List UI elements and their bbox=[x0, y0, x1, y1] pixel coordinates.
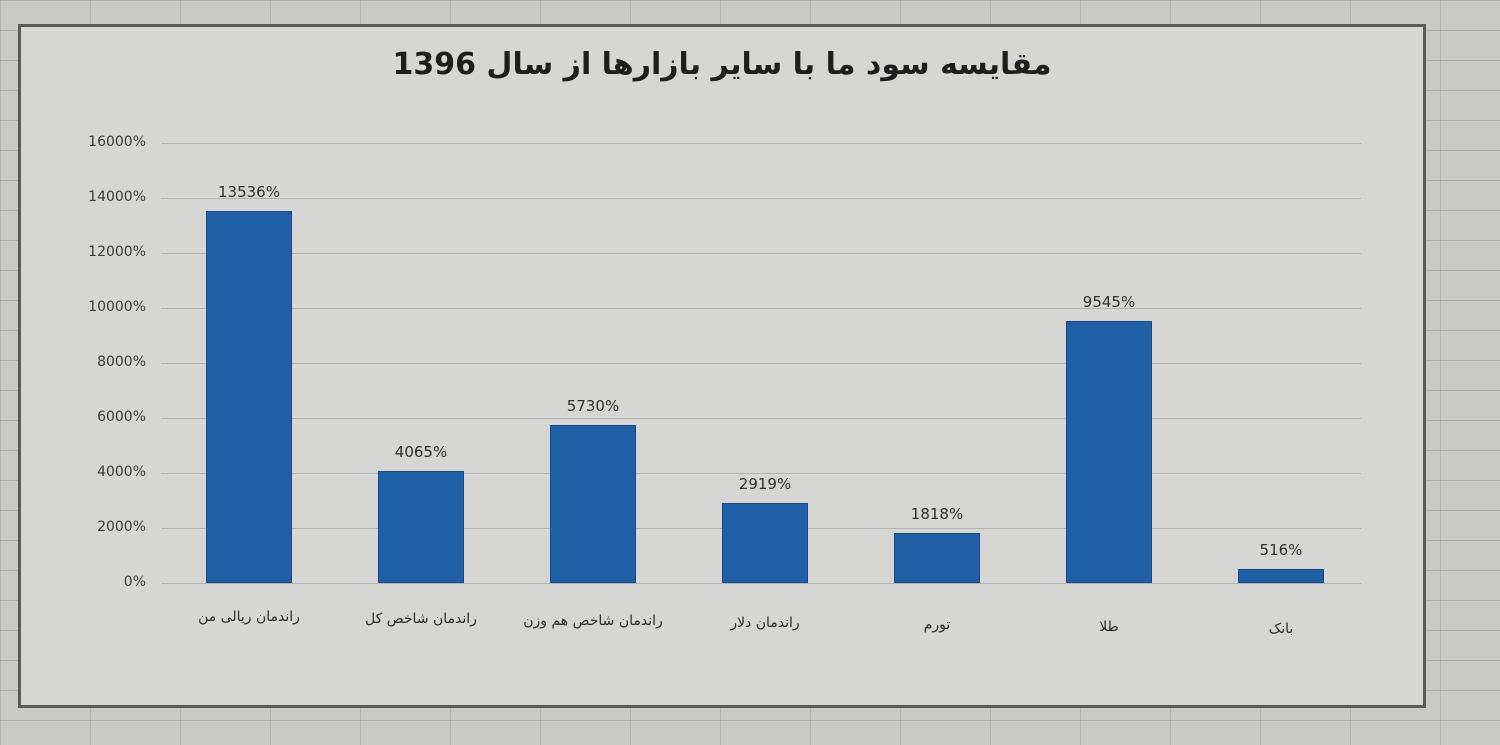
category-label: راندمان شاخص هم وزن bbox=[523, 613, 663, 629]
category-label: راندمان دلار bbox=[730, 615, 800, 631]
y-axis-tick-label: 6000% bbox=[97, 409, 146, 425]
y-axis-tick-label: 4000% bbox=[97, 464, 146, 480]
bar-value-label: 4065% bbox=[394, 443, 448, 462]
y-axis-tick-label: 16000% bbox=[88, 134, 146, 150]
bar-value-label: 9545% bbox=[1082, 292, 1136, 311]
chart-container[interactable]: مقایسه سود ما با سایر بازارها از سال 139… bbox=[18, 24, 1426, 708]
bar-value-label: 13536% bbox=[218, 182, 280, 201]
y-axis-tick-label: 8000% bbox=[97, 354, 146, 370]
y-axis-tick-label: 0% bbox=[123, 574, 146, 590]
gridline bbox=[161, 363, 1361, 364]
category-label: طلا bbox=[1099, 619, 1119, 635]
category-label: راندمان ریالی من bbox=[198, 609, 300, 625]
gridline bbox=[161, 143, 1361, 144]
bar-value-label: 5730% bbox=[566, 397, 620, 416]
bar-value-label: 2919% bbox=[738, 474, 792, 493]
bar[interactable] bbox=[1066, 320, 1152, 583]
gridline bbox=[161, 308, 1361, 309]
bar-value-label: 1818% bbox=[910, 505, 964, 523]
gridline bbox=[161, 473, 1361, 474]
y-axis-tick-label: 12000% bbox=[88, 244, 146, 260]
y-axis-tick-label: 10000% bbox=[88, 299, 146, 315]
gridline bbox=[161, 198, 1361, 199]
bar-value-label: 516% bbox=[1259, 540, 1303, 559]
bar[interactable] bbox=[894, 533, 980, 583]
plot-area: 0% 2000% 4000% 6000% 8000% 10000% 12000% 14000%… bbox=[21, 27, 1423, 705]
gridline bbox=[161, 253, 1361, 254]
y-axis-tick-label: 14000% bbox=[88, 189, 146, 205]
gridline bbox=[161, 418, 1361, 419]
bar[interactable] bbox=[378, 471, 464, 583]
category-label: بانک bbox=[1268, 621, 1294, 637]
bar[interactable] bbox=[206, 210, 292, 583]
y-axis-tick-label: 2000% bbox=[97, 519, 146, 535]
category-label: تورم bbox=[923, 617, 951, 633]
category-label: راندمان شاخص کل bbox=[365, 611, 477, 627]
bar[interactable] bbox=[722, 502, 808, 583]
bar[interactable] bbox=[550, 425, 636, 583]
chart-title: مقایسه سود ما با سایر بازارها از سال 139… bbox=[392, 47, 1052, 82]
bar[interactable] bbox=[1238, 568, 1324, 583]
gridline bbox=[161, 583, 1361, 584]
